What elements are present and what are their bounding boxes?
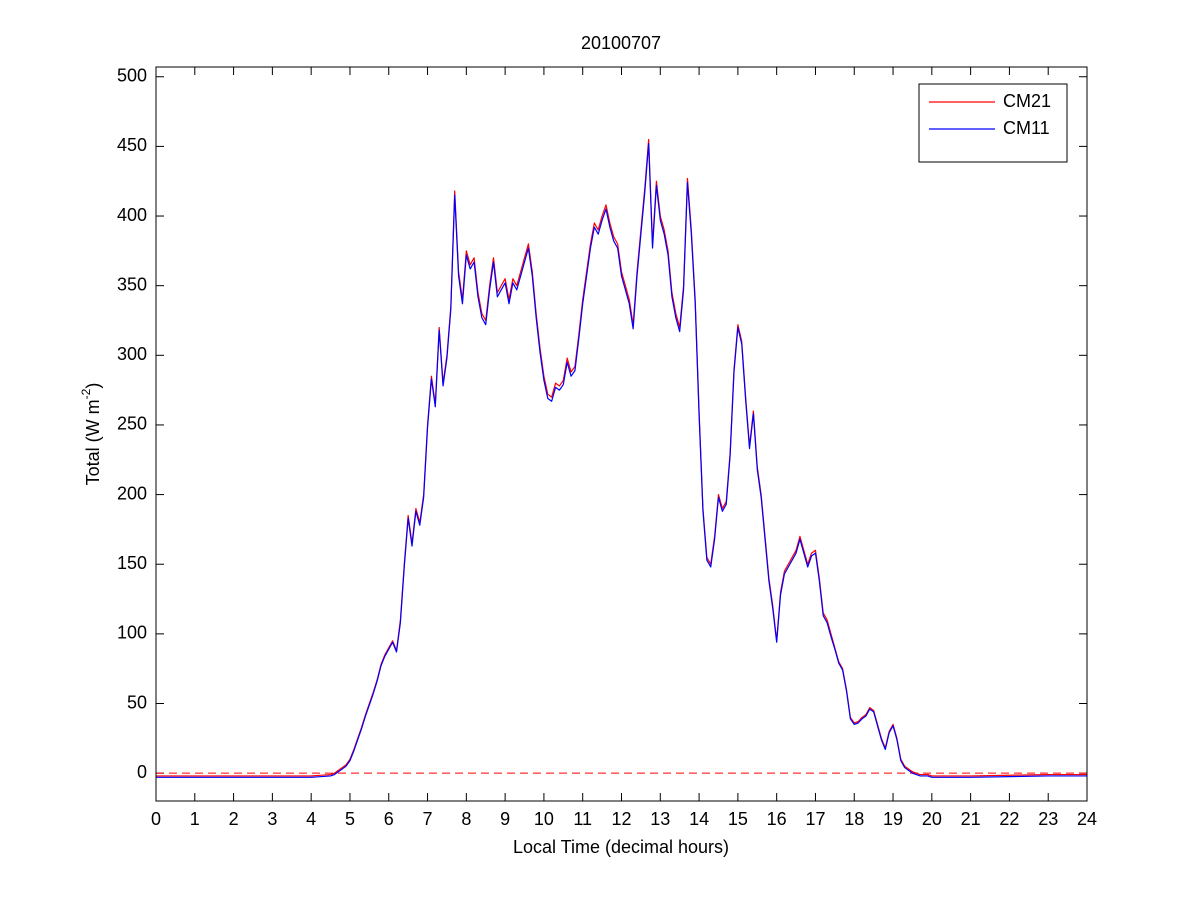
y-tick-label: 200 [117, 483, 147, 503]
y-tick-label: 0 [137, 762, 147, 782]
x-tick-label: 10 [534, 809, 554, 829]
x-tick-label: 6 [384, 809, 394, 829]
x-tick-label: 9 [500, 809, 510, 829]
x-tick-label: 16 [767, 809, 787, 829]
x-tick-label: 17 [805, 809, 825, 829]
plot-area [156, 67, 1087, 801]
y-axis-label: Total (W m-2) [79, 383, 103, 486]
y-axis-label-superscript: -2 [79, 388, 93, 399]
x-tick-label: 2 [229, 809, 239, 829]
y-tick-label: 350 [117, 274, 147, 294]
y-tick-label: 150 [117, 553, 147, 573]
x-tick-label: 0 [151, 809, 161, 829]
y-axis-label-suffix: ) [83, 383, 103, 389]
x-tick-label: 8 [461, 809, 471, 829]
y-tick-label: 100 [117, 623, 147, 643]
x-tick-label: 23 [1038, 809, 1058, 829]
x-tick-label: 12 [611, 809, 631, 829]
x-tick-label: 5 [345, 809, 355, 829]
axes-frame [155, 66, 1088, 802]
y-tick-label: 50 [127, 692, 147, 712]
x-tick-label: 20 [922, 809, 942, 829]
x-tick-label: 7 [423, 809, 433, 829]
x-tick-label: 13 [650, 809, 670, 829]
x-tick-label: 21 [961, 809, 981, 829]
y-tick-label: 400 [117, 205, 147, 225]
x-tick-label: 1 [190, 809, 200, 829]
series-line [156, 143, 1087, 778]
x-tick-label: 15 [728, 809, 748, 829]
x-tick-label: 11 [573, 809, 592, 829]
y-tick-label: 450 [117, 135, 147, 155]
x-tick-label: 18 [844, 809, 864, 829]
x-tick-label: 3 [267, 809, 277, 829]
x-tick-label: 4 [306, 809, 316, 829]
y-tick-label: 300 [117, 344, 147, 364]
x-axis-label: Local Time (decimal hours) [513, 837, 729, 857]
x-tick-label: 14 [689, 809, 709, 829]
y-axis-label-text: Total (W m [83, 399, 103, 485]
series-line [156, 138, 1087, 777]
legend-box [918, 83, 1068, 163]
y-tick-label: 500 [117, 65, 147, 85]
x-tick-label: 22 [999, 809, 1019, 829]
legend-label: CM11 [1003, 118, 1050, 138]
x-tick-label: 24 [1077, 809, 1097, 829]
y-tick-label: 250 [117, 414, 147, 434]
chart-title: 20100707 [581, 33, 661, 53]
legend-label: CM21 [1003, 91, 1051, 111]
x-tick-label: 19 [883, 809, 903, 829]
